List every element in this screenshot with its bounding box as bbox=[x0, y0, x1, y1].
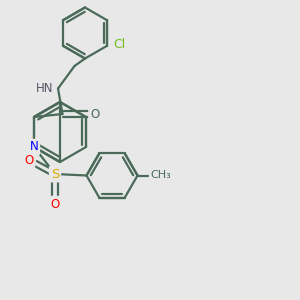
Text: Cl: Cl bbox=[113, 38, 125, 51]
Text: O: O bbox=[90, 107, 99, 121]
Text: CH₃: CH₃ bbox=[151, 170, 171, 181]
Text: N: N bbox=[30, 140, 38, 154]
Text: S: S bbox=[51, 167, 59, 181]
Text: O: O bbox=[50, 197, 60, 211]
Text: O: O bbox=[24, 154, 34, 167]
Text: HN: HN bbox=[36, 82, 53, 95]
